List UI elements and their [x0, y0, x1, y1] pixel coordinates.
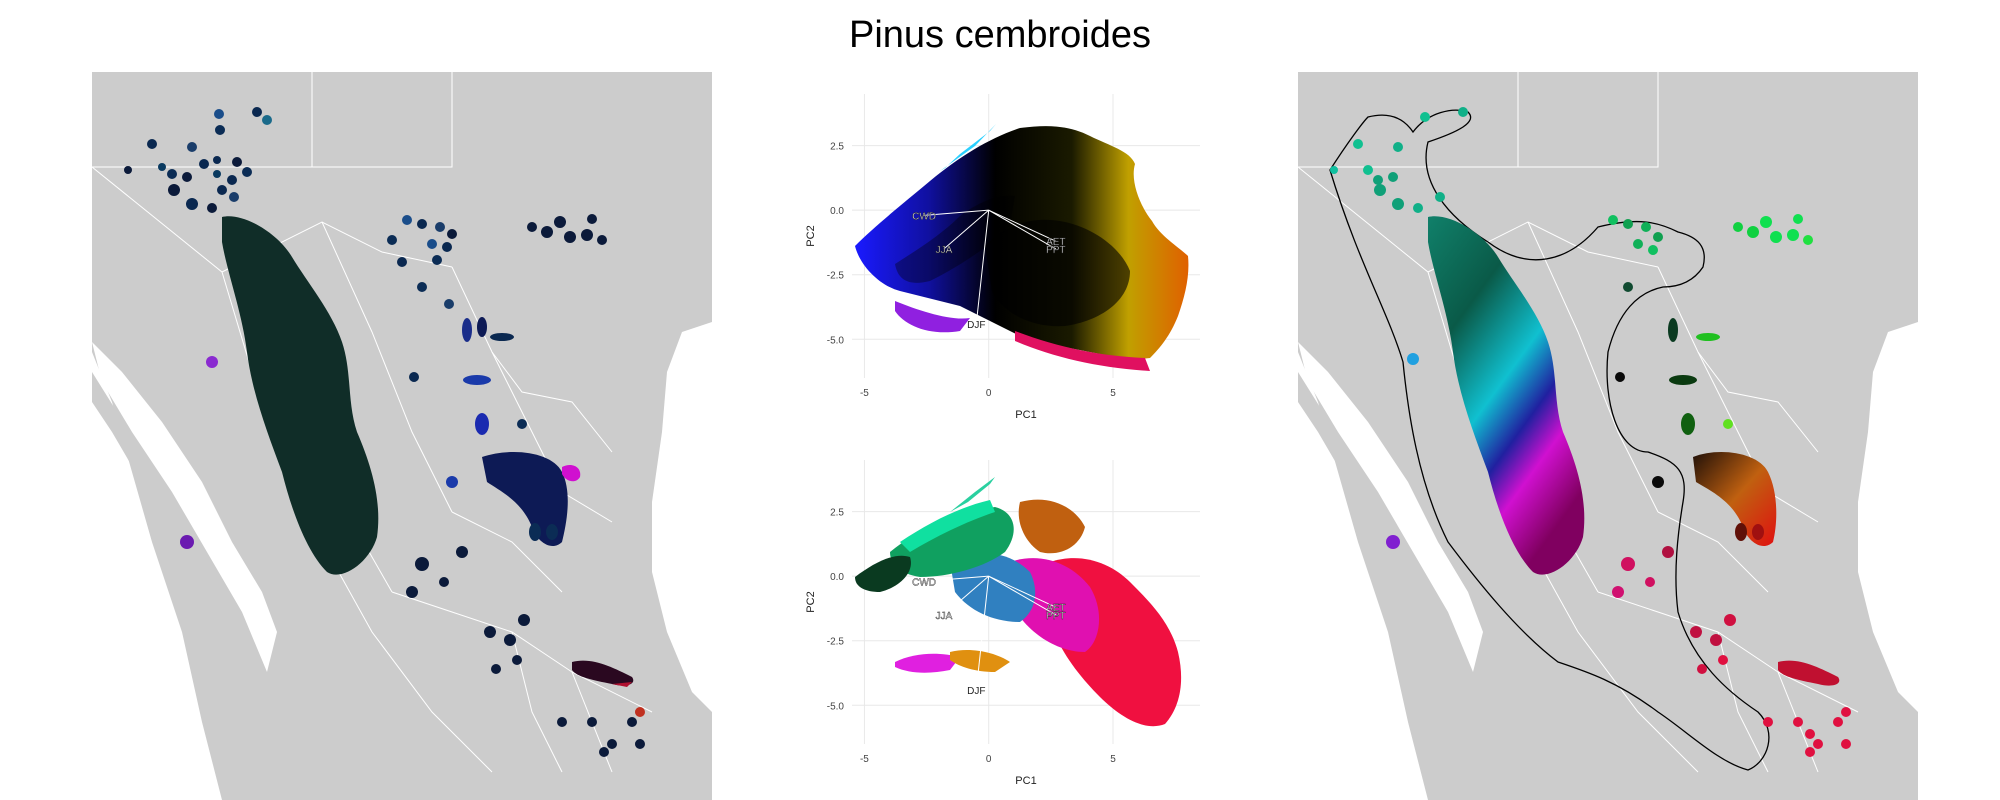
- y-tick-label: -5.0: [827, 335, 845, 346]
- plot-area: [852, 460, 1200, 744]
- y-tick-label: 2.5: [830, 508, 844, 519]
- alpha-hull: [1329, 109, 1770, 771]
- ocean-west: [92, 272, 222, 800]
- loading-label-djf: DJF: [967, 686, 985, 697]
- right-map: [1298, 72, 1918, 800]
- loading-arrow-djf: [975, 210, 990, 324]
- gulf-california: [92, 342, 277, 672]
- occurrence-blobs: [124, 107, 645, 757]
- loading-arrow-aet: [988, 575, 1057, 608]
- y-tick-label: 2.5: [830, 142, 844, 153]
- gulf-mexico: [652, 322, 712, 712]
- loading-label-djf: DJF: [967, 320, 985, 331]
- loading-label-ppt: PPT: [1046, 611, 1065, 622]
- magenta-blob: [562, 465, 581, 482]
- loading-arrow-jja: [943, 209, 990, 250]
- x-tick-label: -5: [860, 754, 869, 765]
- y-tick-label: -2.5: [827, 271, 845, 282]
- gulf-california: [1298, 342, 1483, 672]
- axes: -5 0 5 2.5 0.0 -2.5 -5.0 PC1 PC2: [805, 508, 1116, 787]
- plot-area: [852, 94, 1200, 378]
- loading-label-cwd: CWD: [912, 577, 936, 588]
- axes: -5 0 5 2.5 0.0 -2.5 -5.0 PC1 PC2: [805, 142, 1116, 421]
- loading-arrow-cwd: [924, 209, 989, 216]
- x-axis-label: PC1: [1015, 775, 1036, 787]
- loading-label-aet: AET: [1046, 603, 1065, 614]
- left-map: [92, 72, 712, 800]
- loading-arrow-ppt: [988, 575, 1057, 616]
- loading-arrow-aet: [988, 209, 1057, 242]
- loading-arrow-ppt: [988, 209, 1057, 250]
- gulf-mexico: [1858, 322, 1918, 712]
- loading-label-jja: JJA: [936, 611, 953, 622]
- y-axis-label: PC2: [805, 225, 817, 246]
- y-tick-label: -5.0: [827, 701, 845, 712]
- loading-label-jja: JJA: [936, 245, 953, 256]
- east-range-blob: [1693, 452, 1777, 547]
- east-range-blob: [482, 452, 568, 547]
- southeast-blob: [1778, 660, 1840, 686]
- main-range-blob: [222, 216, 379, 575]
- occurrence-blobs: [1330, 107, 1851, 757]
- y-tick-label: -2.5: [827, 637, 845, 648]
- southeast-blob: [572, 660, 634, 686]
- y-tick-label: 0.0: [830, 572, 844, 583]
- x-tick-label: 5: [1110, 388, 1116, 399]
- loading-label-ppt: PPT: [1046, 245, 1065, 256]
- loading-arrow-jja: [943, 575, 990, 616]
- loading-arrow-djf: [975, 576, 990, 690]
- loading-arrow-cwd: [924, 575, 989, 582]
- loading-label-aet: AET: [1046, 237, 1065, 248]
- x-tick-label: -5: [860, 388, 869, 399]
- y-axis-label: PC2: [805, 591, 817, 612]
- x-tick-label: 0: [986, 754, 992, 765]
- x-tick-label: 0: [986, 388, 992, 399]
- loading-label-cwd: CWD: [912, 211, 936, 222]
- ocean-west: [1298, 272, 1428, 800]
- y-tick-label: 0.0: [830, 206, 844, 217]
- main-range-blob: [1428, 216, 1585, 575]
- page-title: Pinus cembroides: [848, 14, 1152, 56]
- x-axis-label: PC1: [1015, 409, 1036, 421]
- x-tick-label: 5: [1110, 754, 1116, 765]
